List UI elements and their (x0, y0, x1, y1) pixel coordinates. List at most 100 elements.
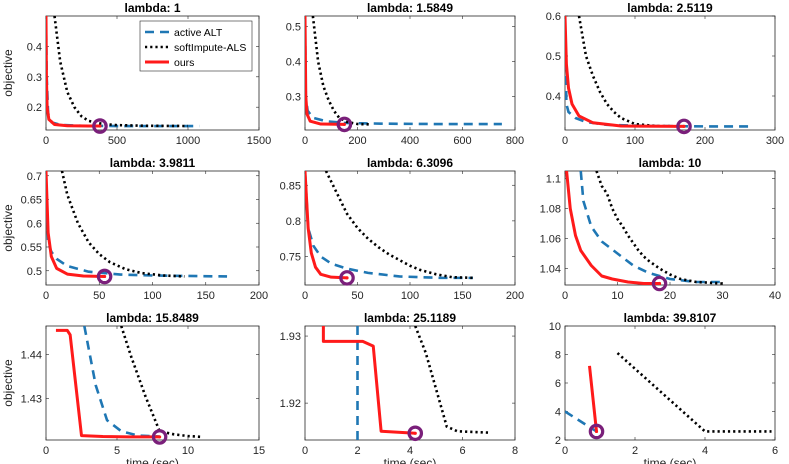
convergence-marker (92, 118, 108, 134)
x-tick-label: 600 (453, 135, 471, 147)
panel-title: lambda: 1 (124, 1, 180, 15)
legend: active ALT softImpute-ALS ours (139, 20, 253, 72)
x-tick-label: 0 (43, 135, 49, 147)
y-tick-label: 8 (555, 350, 561, 362)
y-tick-label: 1.44 (21, 350, 42, 362)
series-line-ours (565, 16, 685, 128)
y-tick-label: 1.92 (280, 398, 301, 410)
x-axis-label: time (sec) (126, 456, 179, 464)
x-tick-label: 30 (716, 290, 728, 302)
panel-title: lambda: 15.8489 (106, 311, 199, 325)
x-tick-label: 100 (143, 290, 161, 302)
y-tick-label: 0.75 (280, 252, 301, 264)
panel-title: lambda: 3.9811 (110, 156, 196, 170)
y-tick-label: 0.4 (286, 57, 301, 69)
legend-label-active-alt: active ALT (174, 27, 223, 39)
chart-panel-8: 0 2 4 6 8 1.92 1.93 lambda: 25.1189 time (sec) (280, 311, 518, 464)
y-tick-label: 0.65 (21, 195, 42, 207)
convergence-marker (151, 429, 168, 445)
series-group (321, 326, 489, 440)
convergence-marker (339, 270, 355, 286)
y-tick-label: 6 (555, 378, 561, 390)
plot-area (304, 15, 516, 131)
series-group (565, 16, 751, 128)
x-tick-label: 150 (197, 290, 215, 302)
x-tick-label: 8 (512, 445, 518, 457)
x-tick-label: 2 (632, 445, 638, 457)
x-tick-label: 0 (562, 445, 568, 457)
y-axis-label: objective (1, 359, 15, 407)
x-tick-label: 0 (43, 290, 49, 302)
convergence-marker-center (413, 431, 417, 435)
x-tick-label: 0 (302, 135, 308, 147)
y-tick-label: 0.4 (546, 91, 561, 103)
series-group (46, 16, 200, 128)
x-tick-label: 200 (250, 290, 268, 302)
y-tick-label: 1.43 (21, 393, 42, 405)
convergence-marker-center (158, 435, 162, 439)
x-tick-label: 1000 (176, 135, 200, 147)
chart-panel-4: 0 50 100 150 200 0.5 0.55 0.6 0.65 0.7 lambda: 3.9… (1, 156, 268, 302)
series-line-active-alt (579, 171, 723, 284)
y-tick-label: 1.06 (540, 234, 561, 246)
x-tick-label: 0 (562, 135, 568, 147)
x-tick-label: 2 (354, 445, 360, 457)
convergence-marker (96, 268, 113, 285)
convergence-marker-center (682, 124, 686, 128)
y-tick-label: 2 (555, 435, 561, 447)
x-tick-label: 15 (253, 445, 265, 457)
convergence-marker-center (342, 122, 346, 126)
x-tick-label: 200 (696, 135, 714, 147)
x-tick-label: 100 (401, 290, 419, 302)
x-tick-label: 200 (506, 290, 524, 302)
y-tick-label: 0.6 (27, 218, 42, 230)
x-tick-label: 200 (348, 135, 366, 147)
x-tick-label: 0 (302, 290, 308, 302)
x-tick-label: 0 (302, 445, 308, 457)
x-tick-label: 1500 (247, 135, 271, 147)
y-tick-label: 1.04 (540, 264, 561, 276)
series-line-active-alt (46, 16, 200, 128)
series-line-ours (55, 328, 160, 439)
x-tick-label: 4 (702, 445, 708, 457)
convergence-marker (407, 425, 424, 442)
x-tick-label: 6 (459, 445, 465, 457)
series-line-softimpute-als (53, 16, 189, 128)
panel-title: lambda: 1.5849 (367, 1, 453, 15)
series-line-softimpute-als (595, 171, 723, 285)
convergence-marker-center (98, 124, 102, 128)
series-line-softimpute-als (324, 171, 474, 280)
legend-label-softimpute-als: softImpute-ALS (174, 42, 246, 54)
y-tick-label: 0.3 (27, 72, 42, 84)
convergence-marker (588, 423, 605, 440)
convergence-marker (676, 118, 692, 135)
convergence-marker (336, 116, 353, 133)
x-tick-label: 10 (611, 290, 623, 302)
x-tick-label: 300 (766, 135, 784, 147)
chart-panel-6: 0 10 20 30 40 1.04 1.06 1.08 1.1 lambda: 10 (540, 156, 782, 302)
x-tick-label: 100 (626, 135, 644, 147)
convergence-marker-center (594, 429, 599, 434)
series-line-ours (321, 326, 416, 435)
series-line-softimpute-als (616, 352, 772, 433)
x-tick-label: 4 (407, 445, 413, 457)
chart-panel-2: 0 200 400 600 800 0.3 0.4 0.5 lambda: 1.5849 (286, 1, 524, 147)
plot-area (304, 325, 516, 441)
x-tick-label: 800 (506, 135, 524, 147)
y-tick-label: 0.5 (546, 51, 561, 63)
chart-panel-3: 0 100 200 300 0.4 0.5 0.6 lambda: 2.5119 (546, 1, 784, 147)
y-tick-label: 0.7 (27, 171, 42, 183)
series-line-active-alt (565, 16, 751, 128)
x-tick-label: 500 (108, 135, 126, 147)
y-tick-label: 0.6 (546, 11, 561, 23)
convergence-marker-center (345, 276, 349, 280)
panel-title: lambda: 10 (639, 156, 702, 170)
y-tick-label: 0.5 (286, 22, 301, 34)
x-tick-label: 50 (351, 290, 363, 302)
y-tick-label: 0.2 (27, 102, 42, 114)
series-line-ours (46, 171, 105, 278)
series-line-softimpute-als (120, 326, 203, 439)
series-group (565, 171, 723, 285)
x-tick-label: 40 (769, 290, 781, 302)
